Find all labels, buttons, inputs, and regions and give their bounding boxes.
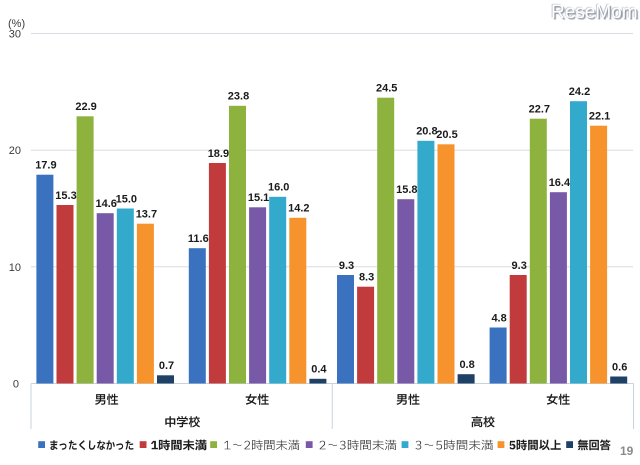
svg-text:4.8: 4.8 <box>491 312 506 324</box>
svg-text:22.7: 22.7 <box>529 104 550 116</box>
svg-text:14.2: 14.2 <box>288 203 309 215</box>
svg-text:18.9: 18.9 <box>208 148 229 160</box>
svg-text:17.9: 17.9 <box>35 160 56 172</box>
svg-text:13.7: 13.7 <box>136 209 157 221</box>
svg-text:16.4: 16.4 <box>549 177 571 189</box>
svg-text:15.8: 15.8 <box>396 184 417 196</box>
svg-text:24.5: 24.5 <box>376 83 397 95</box>
svg-text:20.8: 20.8 <box>416 126 437 138</box>
svg-text:15.3: 15.3 <box>55 190 76 202</box>
svg-text:0.4: 0.4 <box>311 364 327 376</box>
svg-text:30: 30 <box>9 29 21 41</box>
svg-text:(%): (%) <box>8 18 25 30</box>
svg-text:24.2: 24.2 <box>569 86 590 98</box>
svg-text:22.1: 22.1 <box>589 111 610 123</box>
svg-text:15.0: 15.0 <box>116 193 137 205</box>
svg-text:8.3: 8.3 <box>359 272 374 284</box>
svg-text:14.6: 14.6 <box>95 198 116 210</box>
svg-text:15.1: 15.1 <box>248 192 269 204</box>
svg-text:23.8: 23.8 <box>228 91 249 103</box>
svg-text:11.6: 11.6 <box>188 233 209 245</box>
svg-text:22.9: 22.9 <box>75 101 96 113</box>
svg-text:0.7: 0.7 <box>159 360 174 372</box>
svg-text:16.0: 16.0 <box>268 182 289 194</box>
svg-text:19: 19 <box>620 444 634 458</box>
svg-text:9.3: 9.3 <box>512 260 527 272</box>
svg-text:10: 10 <box>9 262 21 274</box>
svg-text:0: 0 <box>13 379 19 391</box>
svg-text:20: 20 <box>9 145 21 157</box>
svg-text:0.8: 0.8 <box>459 359 474 371</box>
svg-text:20.5: 20.5 <box>436 129 457 141</box>
svg-text:9.3: 9.3 <box>339 260 354 272</box>
svg-text:0.6: 0.6 <box>612 361 627 373</box>
